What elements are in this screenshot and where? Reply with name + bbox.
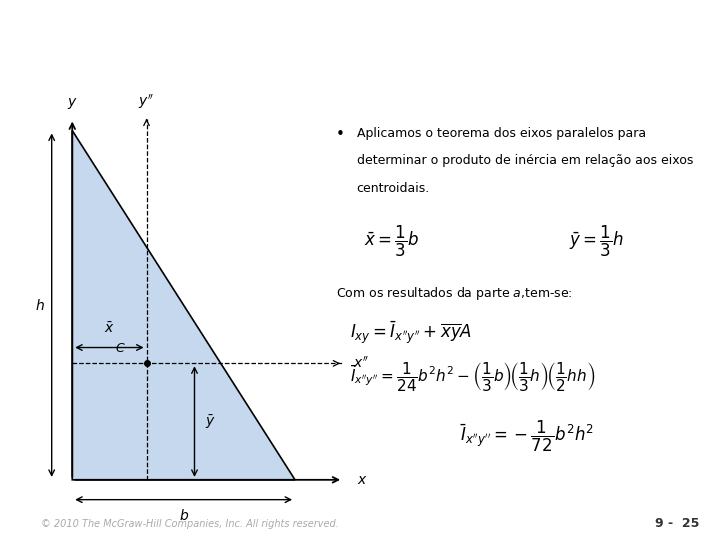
- Text: $I_{xy} = \bar{I}_{x^{\prime\prime}y^{\prime\prime}} + \overline{xy}A$: $I_{xy} = \bar{I}_{x^{\prime\prime}y^{\p…: [350, 320, 472, 346]
- Text: Hill: Hill: [12, 532, 23, 537]
- Text: $C$: $C$: [115, 342, 126, 355]
- Text: Aplicamos o teorema dos eixos paralelos para: Aplicamos o teorema dos eixos paralelos …: [356, 126, 646, 139]
- Text: $\bar{I}_{x^{\prime\prime}y^{\prime\prime}} = -\dfrac{1}{72}b^2h^2$: $\bar{I}_{x^{\prime\prime}y^{\prime\prim…: [459, 418, 594, 454]
- Text: $\bar{y}$: $\bar{y}$: [204, 413, 215, 430]
- Text: $x''$: $x''$: [354, 356, 370, 371]
- Text: Problema Resolvido 9.6: Problema Resolvido 9.6: [42, 80, 282, 98]
- Text: $\bar{x}$: $\bar{x}$: [104, 321, 114, 335]
- Text: •: •: [336, 126, 345, 141]
- Text: determinar o produto de inércia em relação aos eixos: determinar o produto de inércia em relaç…: [356, 154, 693, 167]
- Text: $\bar{I}_{x^{\prime\prime}y^{\prime\prime}} = \dfrac{1}{24}b^2h^2 - \left(\dfrac: $\bar{I}_{x^{\prime\prime}y^{\prime\prim…: [350, 360, 595, 393]
- Polygon shape: [72, 131, 295, 480]
- Text: $\bar{x} = \dfrac{1}{3}b$: $\bar{x} = \dfrac{1}{3}b$: [364, 224, 419, 259]
- Text: $\bar{y} = \dfrac{1}{3}h$: $\bar{y} = \dfrac{1}{3}h$: [570, 224, 624, 259]
- Text: $y$: $y$: [67, 96, 78, 111]
- Text: $x$: $x$: [356, 473, 367, 487]
- Text: Graw: Graw: [8, 523, 27, 528]
- Text: $h$: $h$: [35, 298, 45, 313]
- Text: Mecânica Vetorial Para Engenheiros: Estática: Mecânica Vetorial Para Engenheiros: Está…: [42, 21, 646, 46]
- Text: Edição: Edição: [13, 65, 22, 93]
- Text: © 2010 The McGraw-Hill Companies, Inc. All rights reserved.: © 2010 The McGraw-Hill Companies, Inc. A…: [42, 519, 339, 529]
- Text: Nona: Nona: [13, 16, 22, 39]
- Text: centroidais.: centroidais.: [356, 182, 430, 195]
- Text: Mc: Mc: [12, 514, 22, 519]
- Text: 9 -  25: 9 - 25: [655, 517, 699, 530]
- Text: Com os resultados da parte $a$,tem-se:: Com os resultados da parte $a$,tem-se:: [336, 285, 572, 302]
- Text: $b$: $b$: [179, 508, 189, 523]
- Text: $y''$: $y''$: [138, 92, 155, 111]
